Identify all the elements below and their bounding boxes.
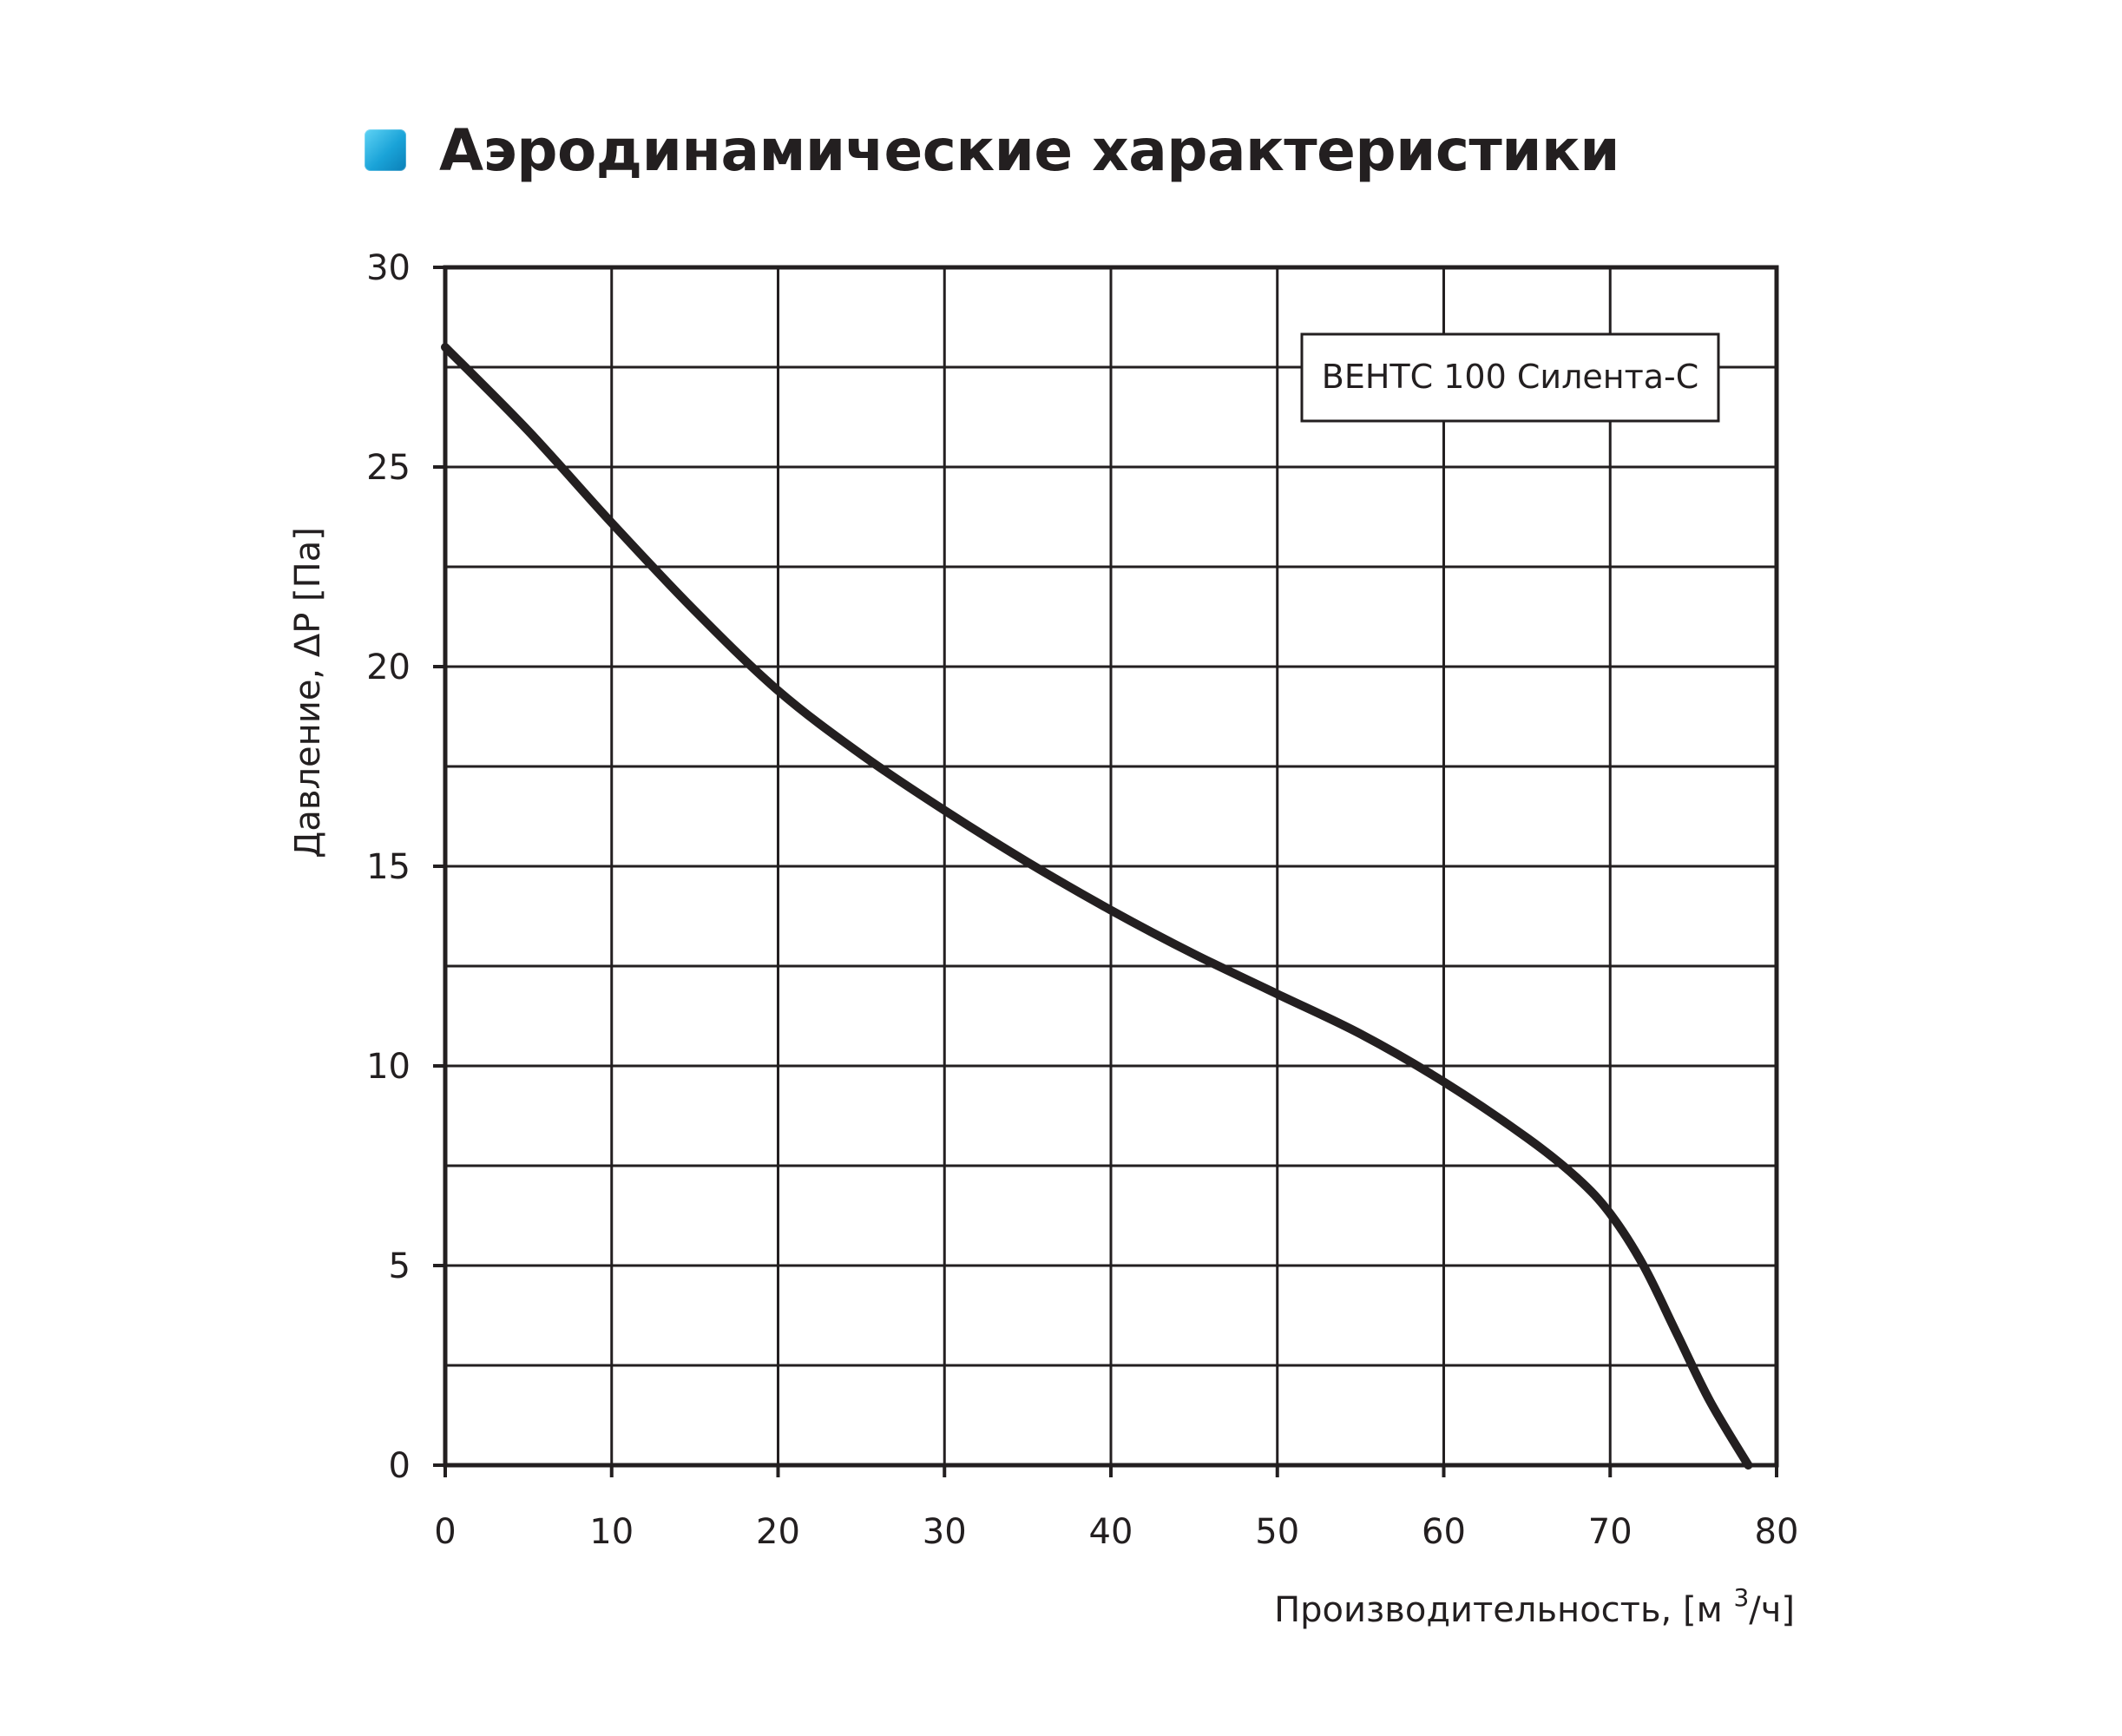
ticks: 0 10 20 30 40 50 60 70 80 0 5 10 15 20 25 30 bbox=[366, 248, 1798, 1552]
x-axis-label-suffix: /ч] bbox=[1749, 1590, 1795, 1630]
y-tick-label: 30 bbox=[366, 248, 411, 288]
title-row: Аэродинамические характеристики bbox=[365, 111, 1620, 189]
legend-label: ВЕНТС 100 Силента-С bbox=[1322, 358, 1699, 396]
legend: ВЕНТС 100 Силента-С bbox=[1300, 332, 1720, 423]
y-tick-label: 25 bbox=[366, 448, 411, 488]
x-tick-label: 80 bbox=[1755, 1512, 1799, 1552]
chart-title: Аэродинамические характеристики bbox=[439, 116, 1620, 184]
y-tick-label: 15 bbox=[366, 847, 411, 887]
title-bullet-icon bbox=[365, 129, 406, 171]
axis-labels: Давление, ΔP [Па] Производительность, [м … bbox=[288, 527, 1795, 1630]
x-tick-label: 40 bbox=[1089, 1512, 1133, 1552]
y-tick-label: 0 bbox=[389, 1446, 411, 1486]
x-tick-label: 60 bbox=[1422, 1512, 1466, 1552]
x-tick-label: 50 bbox=[1255, 1512, 1299, 1552]
x-tick-label: 10 bbox=[589, 1512, 634, 1552]
x-tick-label: 20 bbox=[756, 1512, 800, 1552]
legend-box bbox=[1300, 332, 1720, 423]
y-tick-label: 20 bbox=[366, 648, 411, 687]
x-axis-label: Производительность, [м 3/ч] bbox=[1274, 1583, 1795, 1630]
grid bbox=[443, 265, 1779, 1468]
x-axis-label-main: Производительность, [м bbox=[1274, 1590, 1733, 1630]
x-axis-label-superscript: 3 bbox=[1733, 1583, 1749, 1612]
x-tick-label: 30 bbox=[923, 1512, 967, 1552]
y-tick-label: 10 bbox=[366, 1047, 411, 1087]
series-line bbox=[441, 343, 1753, 1470]
y-tick-label: 5 bbox=[389, 1246, 411, 1286]
series bbox=[441, 343, 1753, 1470]
y-axis-label: Давление, ΔP [Па] bbox=[288, 527, 328, 858]
x-tick-label: 70 bbox=[1588, 1512, 1633, 1552]
x-tick-label: 0 bbox=[434, 1512, 456, 1552]
